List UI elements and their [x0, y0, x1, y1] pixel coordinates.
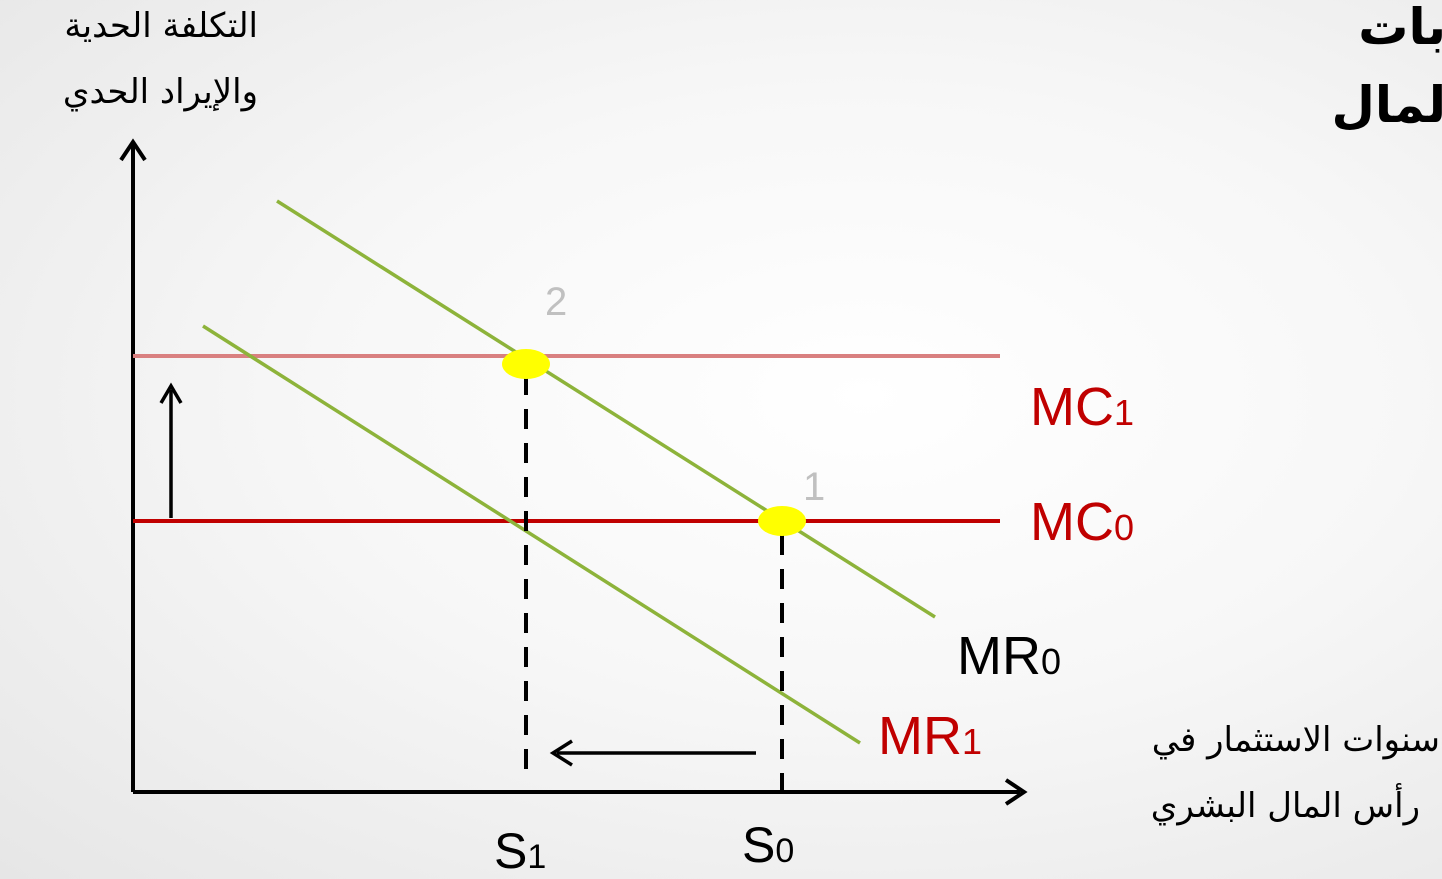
- mc0-label: MC0: [1030, 492, 1134, 552]
- x-tick-s0: S0: [742, 817, 794, 873]
- mc-shift-up-arrowhead: [159, 382, 183, 404]
- mr0-label: MR0: [957, 626, 1061, 686]
- equilibrium-point-2-marker: [502, 349, 550, 379]
- mr1-line: [202, 324, 861, 745]
- y-axis-label-line-2: والإيراد الحدي: [62, 72, 258, 112]
- x-axis-label-line-2: رأس المال البشري: [1150, 786, 1420, 826]
- x-tick-s1-main: S: [494, 823, 527, 879]
- mr1-label: MR1: [878, 706, 982, 766]
- s-shift-left-arrowhead: [549, 739, 573, 767]
- mr0-label-sub: 0: [1041, 641, 1061, 682]
- x-axis-label-line-1: سنوات الاستثمار في: [1151, 720, 1440, 760]
- x-tick-s0-main: S: [742, 817, 775, 873]
- x-tick-s1: S1: [494, 823, 546, 879]
- mr1-label-main: MR: [878, 706, 962, 766]
- mc1-label-sub: 1: [1114, 392, 1134, 433]
- slide-title-line-2: لمال: [1331, 76, 1442, 134]
- mr1-label-sub: 1: [962, 721, 982, 762]
- mr0-line: [276, 199, 936, 619]
- slide-title-line-1: بات: [1358, 0, 1442, 56]
- point-label-2: 2: [545, 280, 567, 324]
- mc1-label-main: MC: [1030, 377, 1114, 437]
- y-axis-arrowhead: [119, 138, 147, 162]
- x-axis-arrowhead: [1004, 778, 1028, 806]
- y-axis-label-line-1: التكلفة الحدية: [64, 6, 258, 46]
- x-tick-s1-sub: 1: [527, 838, 546, 876]
- mc0-label-main: MC: [1030, 492, 1114, 552]
- mc1-label: MC1: [1030, 377, 1134, 437]
- point-label-1: 1: [803, 465, 825, 509]
- x-tick-s0-sub: 0: [775, 832, 794, 870]
- mr0-label-main: MR: [957, 626, 1041, 686]
- equilibrium-point-1-marker: [758, 506, 806, 536]
- mc0-label-sub: 0: [1114, 507, 1134, 548]
